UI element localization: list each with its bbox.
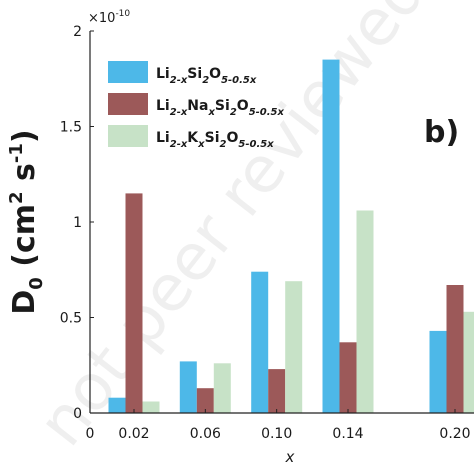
y-tick-label: 2 <box>73 24 82 40</box>
panel-label: b) <box>424 115 459 150</box>
bars <box>108 59 474 413</box>
legend-swatch <box>108 61 148 83</box>
bar <box>463 311 474 413</box>
bar <box>285 281 303 413</box>
x-axis-label: x <box>285 448 295 466</box>
bar <box>339 342 357 413</box>
x-tick-label: 0.14 <box>332 426 363 442</box>
bar <box>142 401 160 413</box>
y-axis-label: D0 (cm2 s-1) <box>6 129 47 314</box>
y-tick-label: 0.5 <box>60 311 82 327</box>
legend: Li2-xSi2O5-0.5x Li2-xNaxSi2O5-0.5x Li2-xKx… <box>108 61 285 150</box>
x-tick-label: 0.06 <box>190 426 221 442</box>
bar <box>356 210 374 413</box>
legend-entry: Li2-xKxSi2O5-0.5x <box>156 130 274 150</box>
bar <box>108 397 126 413</box>
x-tick-label: 0.20 <box>439 426 470 442</box>
x-tick-label: 0.02 <box>118 426 149 442</box>
bar <box>196 388 214 413</box>
x-tick-label-zero: 0 <box>86 426 95 442</box>
bar <box>322 59 340 413</box>
y-tick-label: 1 <box>73 215 82 231</box>
legend-entry: Li2-xNaxSi2O5-0.5x <box>156 98 285 118</box>
bar <box>446 285 464 413</box>
x-tick-label: 0.10 <box>261 426 292 442</box>
legend-swatch <box>108 125 148 147</box>
y-tick-label: 1.5 <box>60 120 82 136</box>
bar <box>268 369 286 413</box>
bar <box>213 363 231 413</box>
y-tick-label: 0 <box>73 406 82 422</box>
bar <box>251 271 269 413</box>
watermark-text: not peer reviewed <box>24 0 441 460</box>
legend-entry: Li2-xSi2O5-0.5x <box>156 66 257 86</box>
y-multiplier: ×10-10 <box>88 9 130 26</box>
watermark: not peer reviewed <box>24 0 441 460</box>
legend-swatch <box>108 93 148 115</box>
bar <box>429 330 447 413</box>
bar <box>179 361 197 413</box>
bar <box>125 193 143 413</box>
axes: 0 0.5 1 1.5 2 ×10-10 0 0.02 0.06 0.10 0.14 0.20 x D0 … <box>6 9 474 466</box>
